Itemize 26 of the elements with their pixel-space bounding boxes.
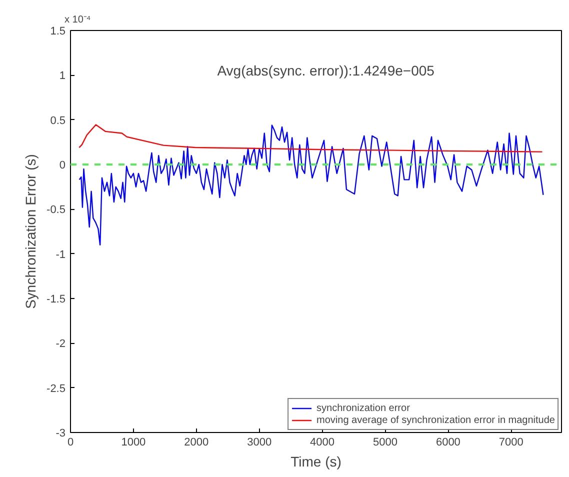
- y-tick-label: -1: [56, 248, 66, 261]
- y-tick-label: -1.5: [46, 294, 66, 306]
- y-tick-label: -0.5: [46, 204, 66, 216]
- x-tick-label: 3000: [247, 436, 272, 448]
- y-tick-label: -2: [56, 338, 66, 350]
- y-axis-title: Synchronization Error (s): [22, 154, 39, 309]
- x-tick-label: 2000: [184, 436, 209, 448]
- line-series: [78, 124, 544, 246]
- y-tick-label: 1.5: [50, 26, 66, 38]
- y-tick-label: 0: [59, 160, 66, 172]
- annotation: Avg(abs(sync. error)):1.4249e−005: [217, 62, 435, 79]
- y-tick-label: -2.5: [46, 382, 66, 395]
- text: x 10⁻⁴: [64, 14, 91, 26]
- x-tick-label: 5000: [373, 436, 398, 448]
- legend-label: synchronization error: [316, 402, 410, 414]
- y-tick-label: -3: [56, 428, 66, 440]
- x-tick-label: 4000: [310, 436, 335, 448]
- x-tick-label: 6000: [436, 436, 460, 448]
- legend-label: moving average of synchronization error in magnitude: [316, 414, 555, 426]
- x-tick-label: 0: [67, 436, 74, 448]
- x-axis-title: Time (s): [290, 454, 342, 470]
- x-tick-label: 7000: [498, 436, 524, 448]
- y-tick-label: 0.5: [50, 114, 66, 127]
- x-tick-label: 1000: [121, 436, 146, 448]
- line-series: [78, 124, 543, 152]
- y-tick-label: 1: [59, 70, 66, 82]
